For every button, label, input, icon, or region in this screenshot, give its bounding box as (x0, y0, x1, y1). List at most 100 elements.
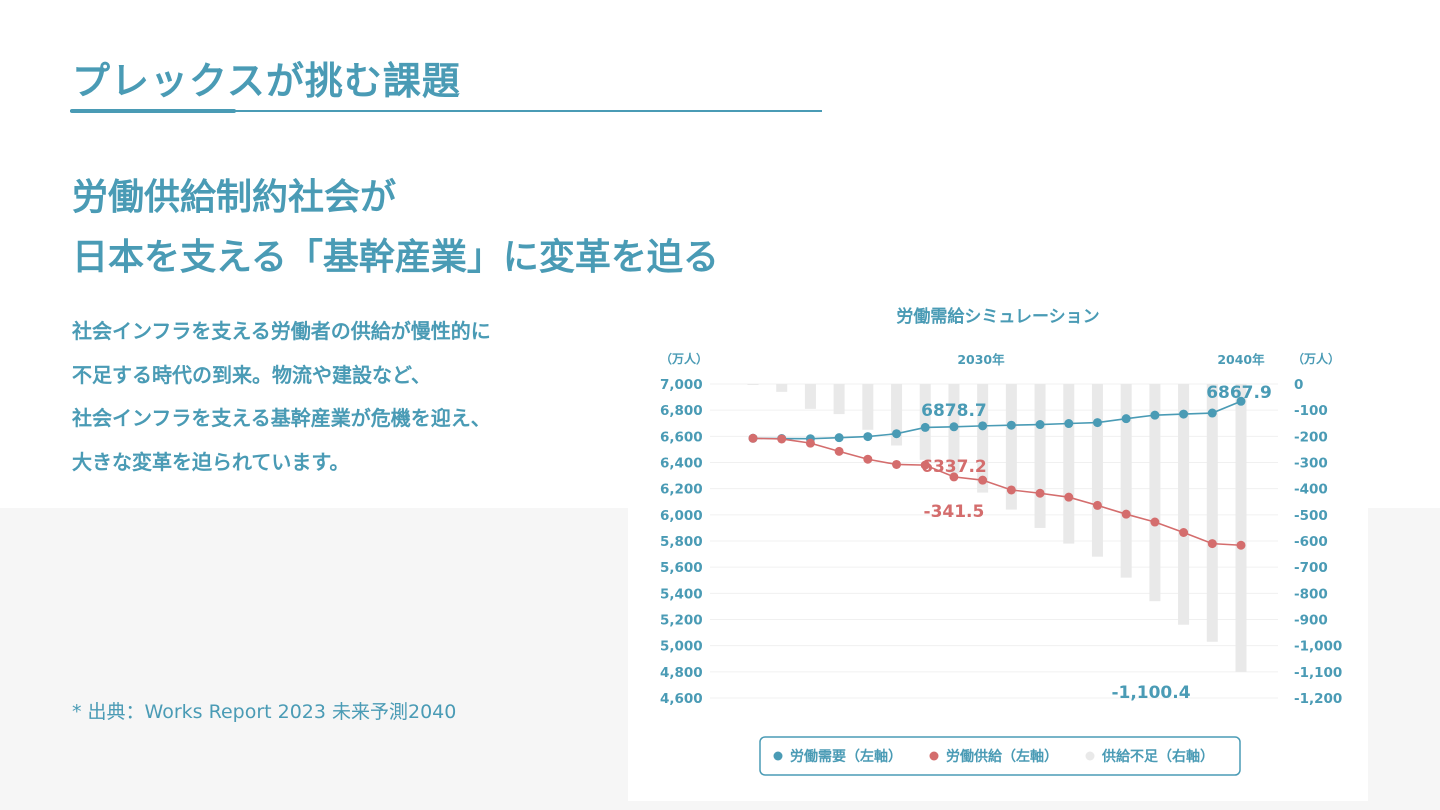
demand-point (834, 433, 844, 443)
supply-point (1207, 539, 1217, 549)
shortage-bar (1235, 384, 1247, 672)
shortage-bars (747, 384, 1247, 672)
supply-line (752, 437, 1242, 547)
headline-line-2: 日本を支える「基幹産業」に変革を迫る (72, 237, 719, 278)
supply-point (1150, 517, 1160, 527)
left-axis-tick: 5,000 (660, 639, 703, 655)
shortage-bar (1091, 384, 1103, 557)
right-axis-tick: -200 (1294, 429, 1328, 445)
right-axis-tick: -600 (1294, 534, 1328, 550)
shortage-bar (776, 384, 788, 392)
demand-point (1121, 414, 1131, 424)
source-note: * 出典：Works Report 2023 未来予測2040 (72, 701, 457, 723)
legend-swatch-shortage (1085, 751, 1095, 761)
shortage-bar (1005, 384, 1017, 510)
left-axis-tick: 4,800 (660, 665, 703, 681)
shortage-bar (747, 384, 759, 385)
shortage-bar (1063, 384, 1075, 544)
left-axis-tick: 5,400 (660, 586, 703, 602)
body-paragraph: 社会インフラを支える労働者の供給が慢性的に 不足する時代の到来。物流や建設など、… (72, 310, 491, 484)
title-underline (70, 110, 822, 112)
headline-line-1: 労働供給制約社会が (72, 177, 397, 218)
axis-ticks: 7,000 0 6,800 -100 6,600 -200 6,400 -300 6,200 -4… (660, 377, 1342, 707)
legend-swatch-supply (929, 751, 939, 761)
demand-point (920, 422, 930, 432)
left-axis-tick: 6,000 (660, 508, 703, 524)
shortage-bar (833, 384, 845, 415)
demand-point (1150, 410, 1160, 420)
chart-lines (752, 400, 1242, 547)
shortage-bar (1206, 384, 1218, 642)
demand-point (892, 429, 902, 439)
right-axis-tick: -900 (1294, 613, 1328, 629)
supply-point (863, 454, 873, 464)
body-line-2: 不足する時代の到来。物流や建設など、 (72, 362, 431, 387)
shortage-bar (1120, 384, 1132, 578)
supply-point (1236, 540, 1246, 550)
body-line-4: 大きな変革を迫られています。 (72, 449, 350, 474)
supply-point (892, 459, 902, 469)
chart-legend: 労働需要（左軸） 労働供給（左軸） 供給不足（右軸） (759, 736, 1241, 776)
supply-point (777, 434, 787, 444)
demand-point (863, 432, 873, 442)
labor-supply-demand-chart: 7,000 0 6,800 -100 6,600 -200 6,400 -300 6,200 -4… (660, 306, 1342, 776)
right-axis-tick: -700 (1294, 560, 1328, 576)
supply-point (949, 472, 959, 482)
year-marker-2040: 2040年 (1217, 352, 1265, 367)
right-axis-tick: -1,200 (1294, 691, 1342, 707)
chart-title: 労働需給シミュレーション (896, 306, 1099, 327)
demand-point (1064, 419, 1074, 429)
supply-point (834, 446, 844, 456)
demand-point (1035, 420, 1045, 430)
right-axis-tick: -800 (1294, 586, 1328, 602)
shortage-bar (919, 384, 931, 460)
chart-gridlines (710, 383, 1278, 699)
shortage-bar (1178, 384, 1190, 625)
demand-point (1207, 408, 1217, 418)
supply-point (1092, 500, 1102, 510)
chart-points (748, 396, 1246, 550)
supply-point (1035, 488, 1045, 498)
chart-card: 7,000 0 6,800 -100 6,600 -200 6,400 -300 6,200 -4… (628, 296, 1368, 801)
supply-point (920, 460, 930, 470)
left-axis-unit: （万人） (660, 351, 708, 366)
demand-point (978, 421, 988, 431)
left-axis-tick: 6,600 (660, 429, 703, 445)
right-axis-tick: -1,000 (1294, 639, 1342, 655)
supply-point (1179, 527, 1189, 537)
legend-label-shortage: 供給不足（右軸） (1101, 748, 1214, 765)
legend-label-supply: 労働供給（左軸） (946, 748, 1058, 765)
left-axis-tick: 5,800 (660, 534, 703, 550)
data-label: 6337.2 (921, 457, 987, 477)
demand-point (1092, 418, 1102, 428)
legend-swatch-demand (773, 751, 783, 761)
title-underline-accent (70, 109, 236, 113)
body-line-3: 社会インフラを支える基幹産業が危機を迎え、 (72, 406, 491, 430)
demand-point (949, 422, 959, 432)
supply-point (1064, 492, 1074, 502)
shortage-bar (804, 384, 816, 409)
legend-label-demand: 労働需要（左軸） (790, 748, 902, 765)
data-label: 6867.9 (1206, 383, 1272, 403)
section-title: プレックスが挑む課題 (72, 59, 461, 103)
left-axis-tick: 5,200 (660, 613, 703, 629)
supply-point (748, 433, 758, 443)
right-axis-tick: -1,100 (1294, 665, 1342, 681)
shortage-bar (1034, 384, 1046, 528)
demand-line (752, 400, 1242, 440)
supply-point (978, 475, 988, 485)
data-label: -1,100.4 (1111, 683, 1190, 703)
left-axis-tick: 6,200 (660, 482, 703, 498)
data-label: 6878.7 (921, 401, 987, 421)
right-axis-tick: 0 (1294, 377, 1303, 393)
demand-point (1006, 420, 1016, 430)
year-marker-2030: 2030年 (957, 352, 1005, 367)
left-axis-tick: 4,600 (660, 691, 703, 707)
supply-point (805, 438, 815, 448)
right-axis-tick: -100 (1294, 403, 1328, 419)
data-labels: 6878.7 6867.9 6337.2 -341.5 -1,100.4 (921, 383, 1272, 703)
supply-point (1121, 509, 1131, 519)
right-axis-unit: （万人） (1292, 351, 1340, 366)
left-axis-tick: 6,800 (660, 403, 703, 419)
left-axis-tick: 6,400 (660, 456, 703, 472)
